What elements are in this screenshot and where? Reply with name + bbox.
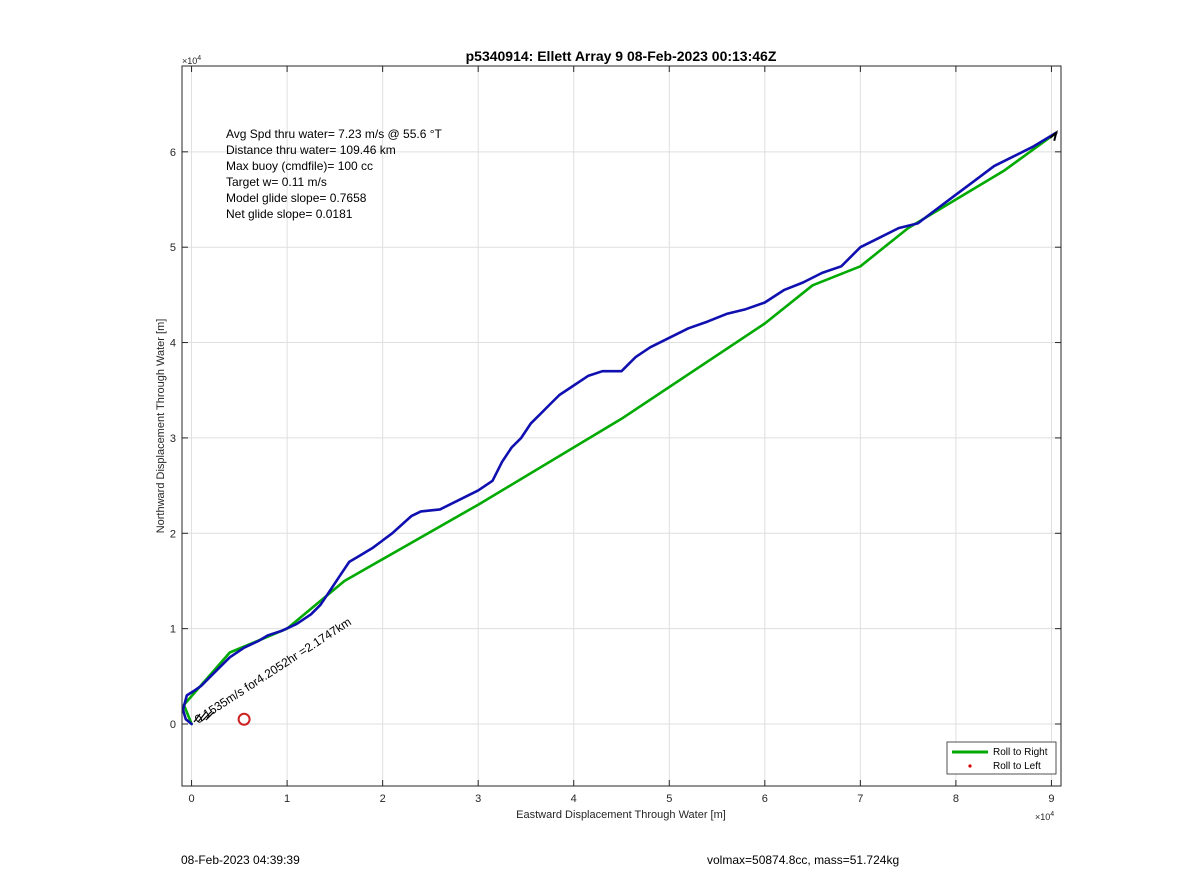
series-line-roll-right: [182, 131, 1058, 726]
y-tick-label: 3: [170, 433, 176, 445]
y-tick-label: 0: [170, 719, 176, 731]
grid-lines: [182, 66, 1061, 786]
plot-frame: [181, 65, 1062, 787]
series-line-track: [181, 131, 1058, 726]
y-axis-exponent: ×104: [182, 55, 201, 66]
legend-label-roll-left: Roll to Left: [993, 761, 1041, 772]
y-axis-ticks: 0 1 2 3 4 5 6: [170, 147, 1061, 731]
x-tick-label: 8: [953, 793, 959, 805]
y-tick-label: 6: [170, 147, 176, 159]
stat-model-glide-slope: Model glide slope= 0.7658: [226, 191, 367, 205]
y-axis-label: Northward Displacement Through Water [m]: [155, 319, 167, 534]
x-tick-label: 3: [475, 793, 481, 805]
x-axis-label: Eastward Displacement Through Water [m]: [516, 809, 726, 821]
marker-layer: [237, 712, 251, 726]
x-tick-label: 0: [188, 793, 194, 805]
track-end-arrow: [1049, 130, 1058, 141]
y-tick-label: 1: [170, 624, 176, 636]
x-axis-ticks: 0 1 2 3 4 5 6 7 8 9: [188, 66, 1055, 805]
stat-max-buoy: Max buoy (cmdfile)= 100 cc: [226, 159, 373, 173]
y-tick-label: 5: [170, 242, 176, 254]
y-axis-exponent-power: 4: [197, 55, 201, 62]
x-tick-label: 4: [571, 793, 577, 805]
x-tick-label: 9: [1048, 793, 1054, 805]
x-axis-exponent-power: 4: [1050, 811, 1054, 818]
x-tick-label: 1: [284, 793, 290, 805]
stats-box: Avg Spd thru water= 7.23 m/s @ 55.6 °T D…: [226, 127, 443, 221]
footer-timestamp: 08-Feb-2023 04:39:39: [181, 853, 300, 867]
footer-vol-mass: volmax=50874.8cc, mass=51.724kg: [707, 853, 900, 867]
stat-distance: Distance thru water= 109.46 km: [226, 143, 396, 157]
y-tick-label: 4: [170, 338, 176, 350]
marker-surface-position: [237, 712, 251, 726]
stat-avg-speed: Avg Spd thru water= 7.23 m/s @ 55.6 °T: [226, 127, 443, 141]
y-axis-exponent-base: ×10: [182, 56, 197, 66]
legend-box: [946, 741, 1057, 775]
depth-label-strokes: [193, 710, 215, 723]
legend-label-roll-right: Roll to Right: [993, 747, 1048, 758]
x-tick-label: 7: [857, 793, 863, 805]
x-tick-label: 2: [380, 793, 386, 805]
legend: Roll to Right Roll to Left: [946, 741, 1057, 775]
depth-label-cluster: [193, 710, 215, 723]
y-tick-label: 2: [170, 528, 176, 540]
plot-area: [182, 66, 1061, 786]
x-axis-exponent-base: ×10: [1035, 812, 1050, 822]
series-layer: [181, 130, 1058, 726]
legend-swatch-roll-left: [968, 764, 972, 768]
stat-target-w: Target w= 0.11 m/s: [226, 175, 327, 189]
stat-net-glide-slope: Net glide slope= 0.0181: [226, 207, 353, 221]
x-tick-label: 5: [666, 793, 672, 805]
x-tick-label: 6: [762, 793, 768, 805]
x-axis-exponent: ×104: [1035, 811, 1054, 822]
chart-title: p5340914: Ellett Array 9 08-Feb-2023 00:…: [466, 48, 777, 64]
